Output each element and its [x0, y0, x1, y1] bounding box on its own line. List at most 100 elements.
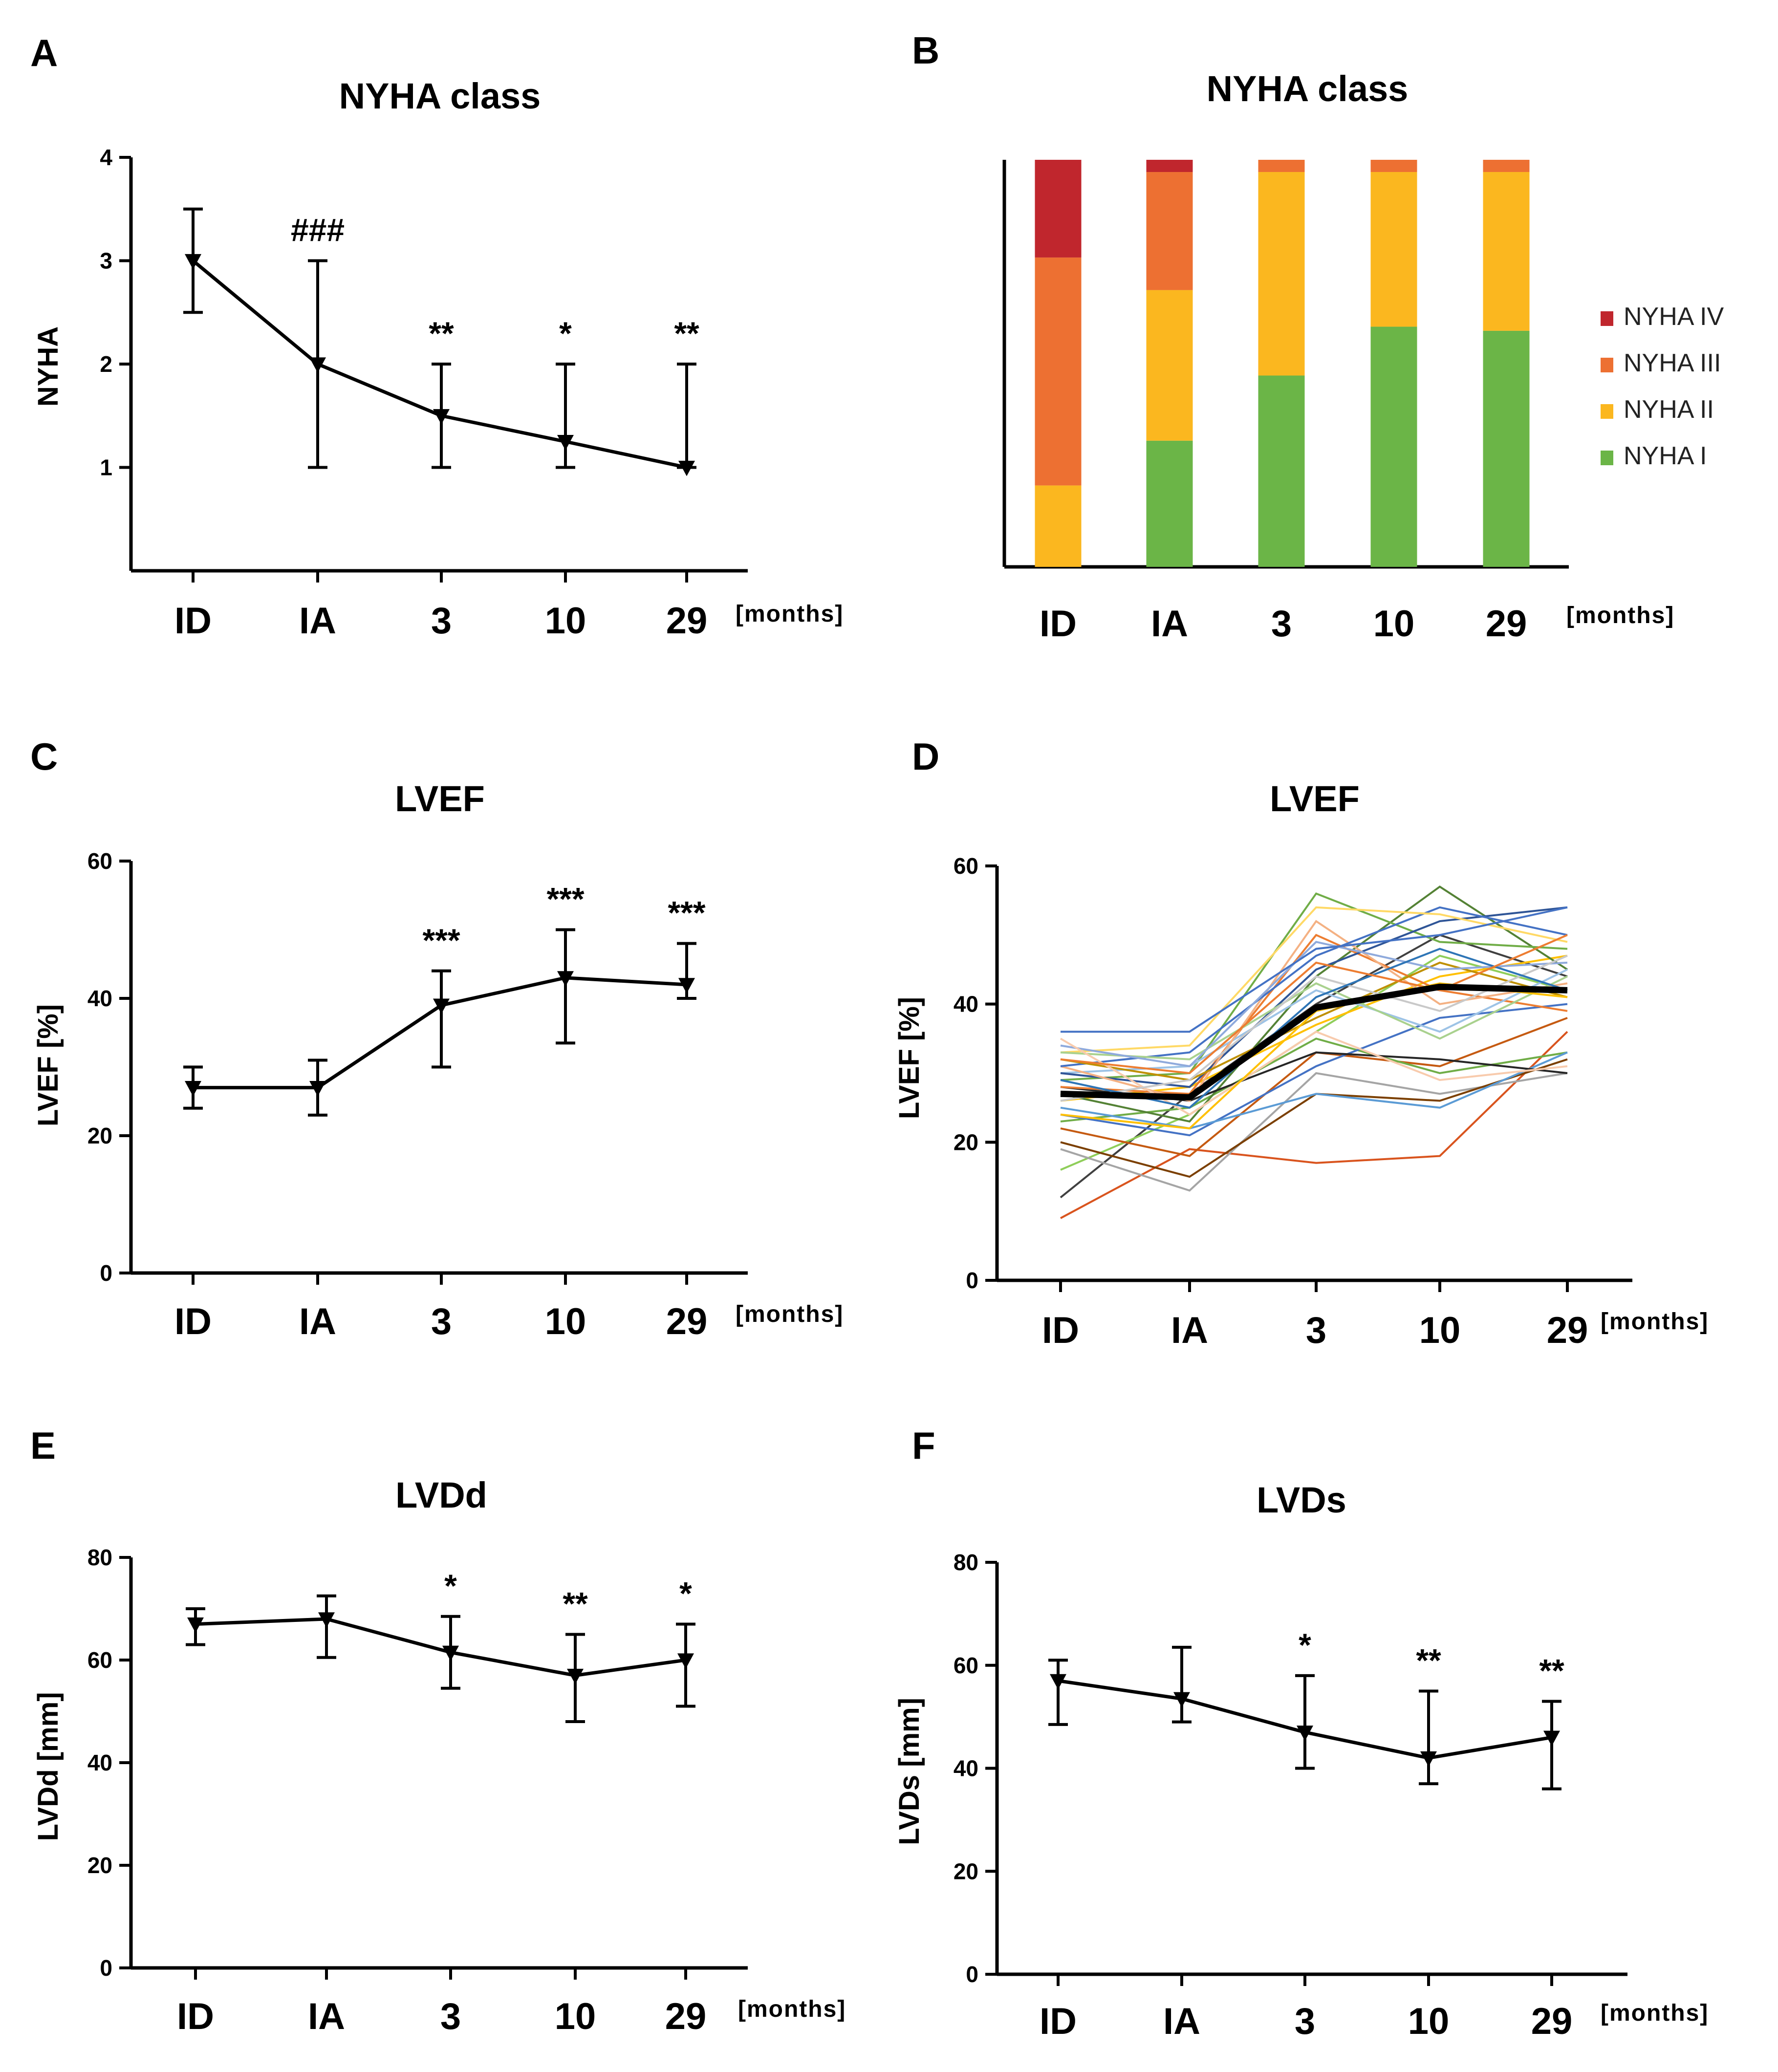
legend-label: NYHA I	[1624, 442, 1707, 470]
significance-label: *	[679, 1576, 692, 1612]
x-tick-label: 29	[1486, 603, 1527, 645]
y-tick-label: 20	[954, 1129, 978, 1155]
bar-segment	[1258, 375, 1305, 567]
plot-area: 0 20 40 60 ID IA 3 10 29	[954, 853, 1632, 1351]
patient-line	[1060, 954, 1568, 1102]
data-point	[557, 435, 574, 451]
patient-line	[1060, 1031, 1568, 1219]
legend-label: NYHA IV	[1624, 302, 1724, 331]
y-tick-label: 20	[954, 1858, 978, 1884]
y-tick-label: 0	[100, 1260, 112, 1286]
data-point	[567, 1668, 584, 1684]
patient-line	[1060, 1003, 1568, 1137]
patient-line	[1060, 934, 1568, 1198]
y-tick-label: 40	[954, 992, 978, 1017]
y-tick-label: 0	[966, 1962, 978, 1987]
significance-label: ***	[668, 895, 705, 931]
panel-label: E	[30, 1424, 56, 1467]
data-point	[1297, 1726, 1313, 1741]
significance-label: ***	[546, 881, 584, 917]
x-tick-label: 29	[665, 1996, 707, 2037]
data-point	[1543, 1730, 1560, 1747]
y-tick-label: 1	[100, 455, 112, 480]
series-line	[195, 1617, 686, 1677]
significance-label: *	[559, 315, 572, 351]
plot-area: ID IA 3 10 29	[1002, 160, 1569, 645]
data-point	[309, 357, 326, 373]
x-axis-unit: [months]	[736, 1301, 844, 1327]
x-axis-unit: [months]	[1601, 2000, 1709, 2026]
data-point	[442, 1645, 459, 1662]
bar-segment	[1258, 160, 1305, 172]
panel-label: A	[30, 31, 58, 74]
y-tick-label: 2	[100, 351, 112, 377]
x-tick-label: 29	[1547, 1310, 1588, 1351]
significance-label: **	[674, 315, 699, 351]
significance-label: ###	[291, 212, 345, 248]
bar-segment	[1370, 172, 1417, 327]
x-tick-label: 10	[1419, 1310, 1461, 1351]
legend-label: NYHA III	[1624, 349, 1721, 377]
chart-title: NYHA class	[339, 76, 541, 116]
legend-swatch	[1601, 451, 1613, 465]
panel-d: D LVEF LVEF [%] [months] 0 20 40 60 ID IA 3 10 2…	[893, 735, 1708, 1351]
panel-e: E LVDd LVDd [mm] [months] 0 20 40 60 80 ID IA 3…	[30, 1424, 845, 2037]
x-tick-label: 29	[666, 600, 708, 642]
patient-line	[1060, 892, 1568, 1081]
x-tick-label: IA	[299, 1301, 336, 1342]
significance-label: ***	[422, 922, 460, 958]
patient-line	[1060, 906, 1568, 1088]
x-tick-label: 10	[545, 600, 586, 642]
data-point	[433, 998, 450, 1014]
y-axis-label: LVEF [%]	[893, 997, 925, 1119]
chart-title: LVDd	[395, 1475, 487, 1515]
y-tick-label: 40	[87, 1750, 112, 1775]
x-tick-label: 3	[440, 1996, 461, 2037]
significance-label: **	[1539, 1653, 1564, 1689]
x-tick-label: IA	[299, 600, 336, 642]
bar-segment	[1035, 257, 1082, 486]
y-tick-label: 0	[966, 1268, 978, 1293]
legend-swatch	[1601, 404, 1613, 419]
bar-segment	[1483, 172, 1530, 331]
x-tick-label: 29	[1531, 2001, 1573, 2042]
x-tick-label: ID	[174, 1301, 212, 1342]
y-tick-label: 0	[100, 1955, 112, 1981]
x-axis-unit: [months]	[736, 601, 844, 627]
legend-swatch	[1601, 311, 1613, 326]
data-point	[187, 1617, 204, 1633]
legend-swatch	[1601, 358, 1613, 372]
patient-line	[1060, 906, 1568, 1054]
x-tick-label: 10	[545, 1301, 586, 1342]
x-tick-label: IA	[1151, 603, 1188, 645]
y-tick-label: 80	[954, 1550, 978, 1575]
panel-label: B	[912, 29, 939, 72]
data-point	[309, 1081, 326, 1097]
y-tick-label: 60	[954, 853, 978, 879]
bar-segment	[1483, 330, 1530, 567]
data-point	[433, 409, 450, 425]
x-tick-label: 10	[555, 1996, 596, 2037]
data-point	[678, 978, 695, 993]
bar-segment	[1146, 172, 1193, 290]
patient-line	[1060, 975, 1568, 1060]
data-point	[185, 254, 201, 270]
data-point	[677, 1653, 694, 1669]
x-tick-label: ID	[174, 600, 212, 642]
legend: NYHA IV NYHA III NYHA II NYHA I	[1601, 302, 1724, 470]
chart-title: LVDs	[1257, 1480, 1346, 1520]
panel-a: A NYHA class NYHA [months] 1 2 3 4 ID IA 3 10 29…	[30, 31, 844, 642]
bar-segment	[1258, 172, 1305, 376]
panel-f: F LVDs LVDs [mm] [months] 0 20 40 60 80 ID IA 3…	[893, 1424, 1709, 2042]
chart-title: LVEF	[1270, 778, 1360, 819]
bar-segment	[1035, 160, 1082, 258]
y-axis-label: LVDs [mm]	[893, 1698, 925, 1845]
y-tick-label: 3	[100, 248, 112, 274]
patient-line	[1060, 1051, 1568, 1130]
x-tick-label: 3	[431, 600, 452, 642]
significance-label: **	[1416, 1642, 1441, 1678]
